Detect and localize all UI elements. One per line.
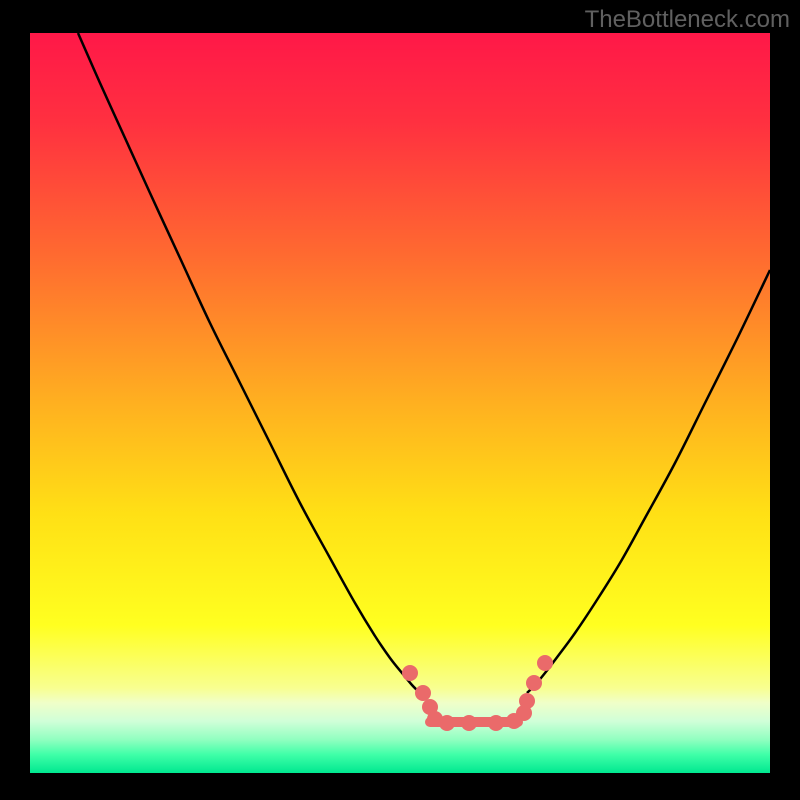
bottleneck-chart xyxy=(0,0,800,800)
marker-point xyxy=(415,685,431,701)
watermark: TheBottleneck.com xyxy=(585,6,790,34)
plot-background-gradient xyxy=(30,33,770,773)
marker-point xyxy=(461,715,477,731)
marker-point xyxy=(402,665,418,681)
marker-point xyxy=(519,693,535,709)
marker-point xyxy=(439,715,455,731)
marker-point xyxy=(537,655,553,671)
marker-point xyxy=(488,715,504,731)
marker-point xyxy=(526,675,542,691)
